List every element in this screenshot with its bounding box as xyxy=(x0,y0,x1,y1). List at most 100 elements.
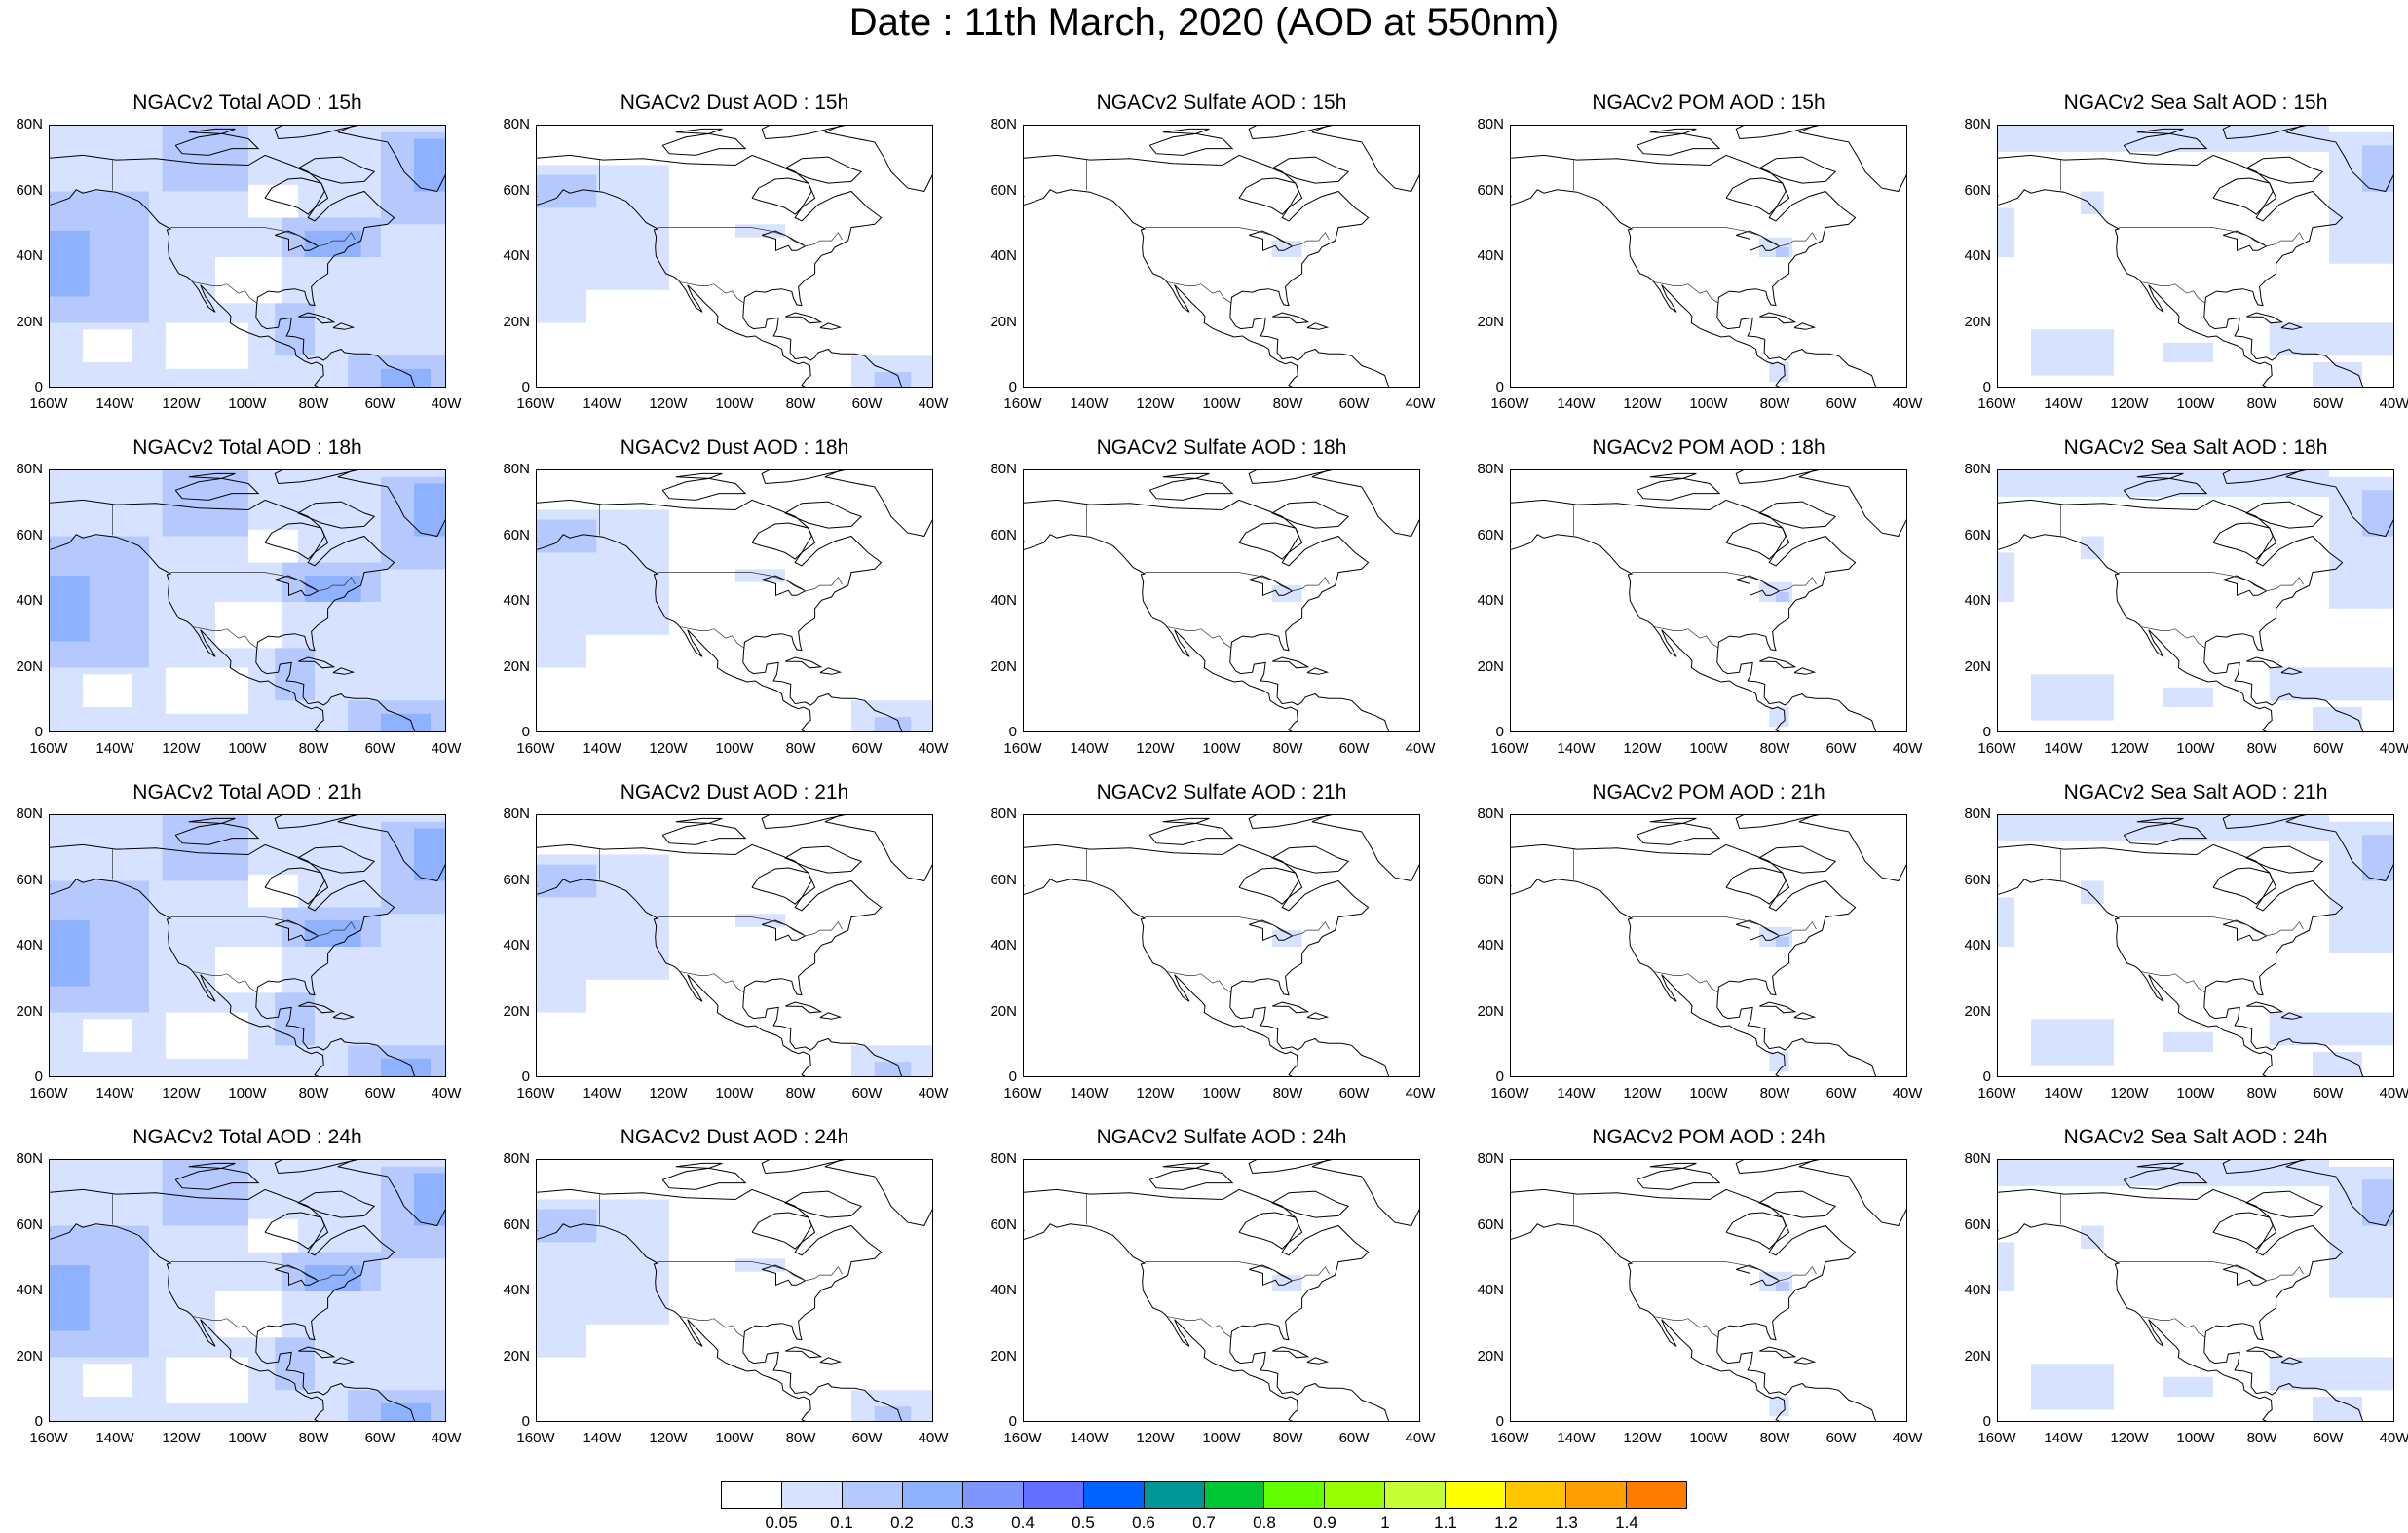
coastline xyxy=(1248,470,1333,484)
coastline xyxy=(296,501,376,529)
country-border xyxy=(1632,916,1817,937)
coastline xyxy=(2123,1167,2208,1190)
coastline xyxy=(1735,470,1820,484)
colorbar-swatch xyxy=(1385,1482,1447,1508)
longitude-tick-label: 100W xyxy=(2176,1085,2215,1102)
coastline xyxy=(1636,477,1721,501)
longitude-tick-label: 100W xyxy=(1202,1085,1241,1102)
coastline xyxy=(50,154,416,387)
longitude-tick-label: 80W xyxy=(785,1085,816,1102)
latitude-tick-label: 0 xyxy=(521,1413,530,1430)
latitude-tick-label: 40N xyxy=(1477,937,1504,953)
latitude-tick-label: 20N xyxy=(16,313,43,330)
latitude-tick-label: 80N xyxy=(990,461,1017,477)
coastline xyxy=(174,477,260,501)
coastline xyxy=(2285,815,2393,882)
coastline xyxy=(1238,1212,1299,1250)
aod-field-cell xyxy=(735,1258,785,1272)
longitude-tick-label: 60W xyxy=(2313,395,2344,412)
colorbar-swatch xyxy=(1325,1482,1386,1508)
latitude-tick-label: 60N xyxy=(1964,181,1991,199)
coastline xyxy=(1162,1162,1210,1169)
aod-field-cell xyxy=(83,1364,132,1398)
aod-field-cell xyxy=(162,470,248,537)
latitude-tick-label: 80N xyxy=(16,461,43,477)
aod-field-map xyxy=(50,126,445,387)
latitude-tick-label: 60N xyxy=(990,1215,1017,1233)
coastline xyxy=(824,470,932,538)
longitude-tick-label: 120W xyxy=(162,1085,201,1102)
aod-field-cell xyxy=(1776,246,1789,257)
panel-title: NGACv2 Dust AOD : 21h xyxy=(620,781,849,804)
aod-field-cell xyxy=(248,1218,298,1253)
aod-field-cell xyxy=(2362,145,2393,192)
aod-field-cell xyxy=(162,1160,248,1226)
longitude-tick-label: 40W xyxy=(2379,1430,2408,1446)
longitude-tick-label: 140W xyxy=(1557,1430,1596,1446)
aod-field-map xyxy=(1998,1160,2393,1421)
coastline xyxy=(188,817,236,824)
latitude-tick-label: 20N xyxy=(1964,313,1991,330)
longitude-tick-label: 60W xyxy=(364,740,395,757)
coastline xyxy=(2244,501,2324,529)
coastline xyxy=(1649,1162,1697,1169)
coastline xyxy=(1311,470,1419,538)
longitude-tick-label: 140W xyxy=(95,1430,134,1446)
coastline xyxy=(1998,534,2273,731)
colorbar-label: 0.8 xyxy=(1253,1514,1276,1532)
coastline xyxy=(2222,126,2307,139)
aod-field-cell xyxy=(1998,552,2014,602)
latitude-tick-label: 0 xyxy=(521,1068,530,1085)
country-border xyxy=(1145,572,1330,592)
longitude-tick-label: 80W xyxy=(785,1430,816,1446)
aod-field-cell xyxy=(1998,470,2329,497)
latitude-tick-label: 20N xyxy=(16,657,43,675)
country-border xyxy=(191,1315,258,1338)
coastline xyxy=(1148,132,1234,156)
coastline xyxy=(2244,1190,2324,1218)
latitude-tick-label: 40N xyxy=(1964,247,1991,264)
country-border xyxy=(1632,227,1817,247)
coastline xyxy=(264,177,325,215)
coastline xyxy=(1270,1190,1350,1218)
longitude-tick-label: 140W xyxy=(95,395,134,412)
coastline xyxy=(537,189,811,387)
coastline xyxy=(2222,1160,2307,1174)
latitude-tick-label: 20N xyxy=(503,1347,530,1365)
latitude-tick-label: 0 xyxy=(34,724,43,740)
coastline xyxy=(1162,817,1210,824)
map-panel xyxy=(1997,1159,2394,1422)
coastline xyxy=(1649,128,1697,134)
aod-field-cell xyxy=(537,289,586,323)
aod-field-cell xyxy=(1998,1242,2014,1291)
coastline xyxy=(819,1357,843,1365)
latitude-tick-label: 80N xyxy=(16,116,43,132)
longitude-tick-label: 40W xyxy=(431,395,462,412)
country-border xyxy=(2139,1315,2206,1338)
longitude-tick-label: 80W xyxy=(298,395,329,412)
colorbar-label: 1.1 xyxy=(1434,1514,1457,1532)
aod-field-map xyxy=(1998,815,2393,1076)
longitude-tick-label: 120W xyxy=(1623,1085,1662,1102)
aod-field-cell xyxy=(2031,1019,2114,1066)
panel-title: NGACv2 Sulfate AOD : 15h xyxy=(1096,92,1347,114)
latitude-tick-label: 20N xyxy=(990,313,1017,330)
aod-field-cell xyxy=(2081,1225,2104,1250)
longitude-tick-label: 80W xyxy=(1272,740,1303,757)
longitude-tick-label: 160W xyxy=(29,1430,68,1446)
colorbar-swatch xyxy=(902,1482,963,1508)
coastline xyxy=(783,156,863,184)
aod-field-cell xyxy=(735,569,785,582)
coastline xyxy=(1270,845,1350,874)
latitude-tick-label: 80N xyxy=(1964,805,1991,822)
map-panel xyxy=(536,1159,933,1422)
latitude-tick-label: 60N xyxy=(1964,1215,1991,1233)
coastline xyxy=(1735,815,1820,829)
aod-field-cell xyxy=(537,979,586,1013)
coastline xyxy=(337,470,445,538)
coastline xyxy=(537,1188,903,1421)
coastline xyxy=(751,867,812,905)
longitude-tick-label: 40W xyxy=(1405,740,1436,757)
aod-field-cell xyxy=(537,634,586,668)
coastline xyxy=(1162,128,1210,134)
